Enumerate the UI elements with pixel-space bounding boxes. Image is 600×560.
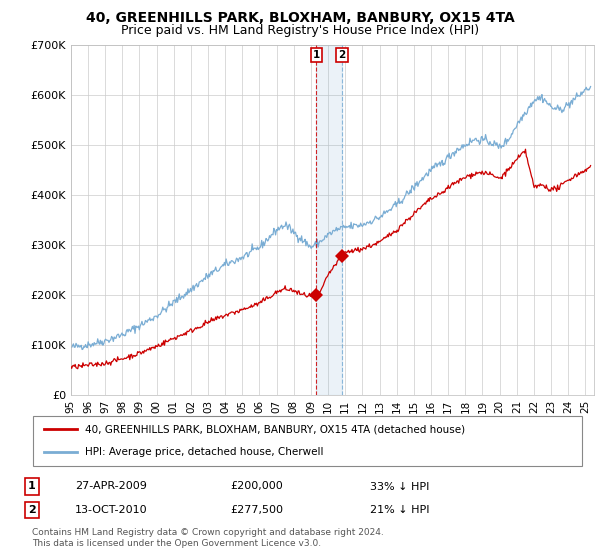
Text: Contains HM Land Registry data © Crown copyright and database right 2024.
This d: Contains HM Land Registry data © Crown c… [32,529,384,548]
Text: 13-OCT-2010: 13-OCT-2010 [75,505,148,515]
Text: 33% ↓ HPI: 33% ↓ HPI [370,482,430,492]
Text: 40, GREENHILLS PARK, BLOXHAM, BANBURY, OX15 4TA (detached house): 40, GREENHILLS PARK, BLOXHAM, BANBURY, O… [85,424,465,434]
Text: Price paid vs. HM Land Registry's House Price Index (HPI): Price paid vs. HM Land Registry's House … [121,24,479,36]
Text: 21% ↓ HPI: 21% ↓ HPI [370,505,430,515]
Text: 2: 2 [338,50,345,60]
Text: £200,000: £200,000 [230,482,283,492]
Text: 2: 2 [28,505,36,515]
Text: 1: 1 [28,482,36,492]
Text: £277,500: £277,500 [230,505,283,515]
Text: 1: 1 [313,50,320,60]
Text: 40, GREENHILLS PARK, BLOXHAM, BANBURY, OX15 4TA: 40, GREENHILLS PARK, BLOXHAM, BANBURY, O… [86,11,514,25]
Text: HPI: Average price, detached house, Cherwell: HPI: Average price, detached house, Cher… [85,447,323,458]
Bar [316,45,341,395]
Text: 27-APR-2009: 27-APR-2009 [75,482,147,492]
FancyBboxPatch shape [33,416,582,466]
